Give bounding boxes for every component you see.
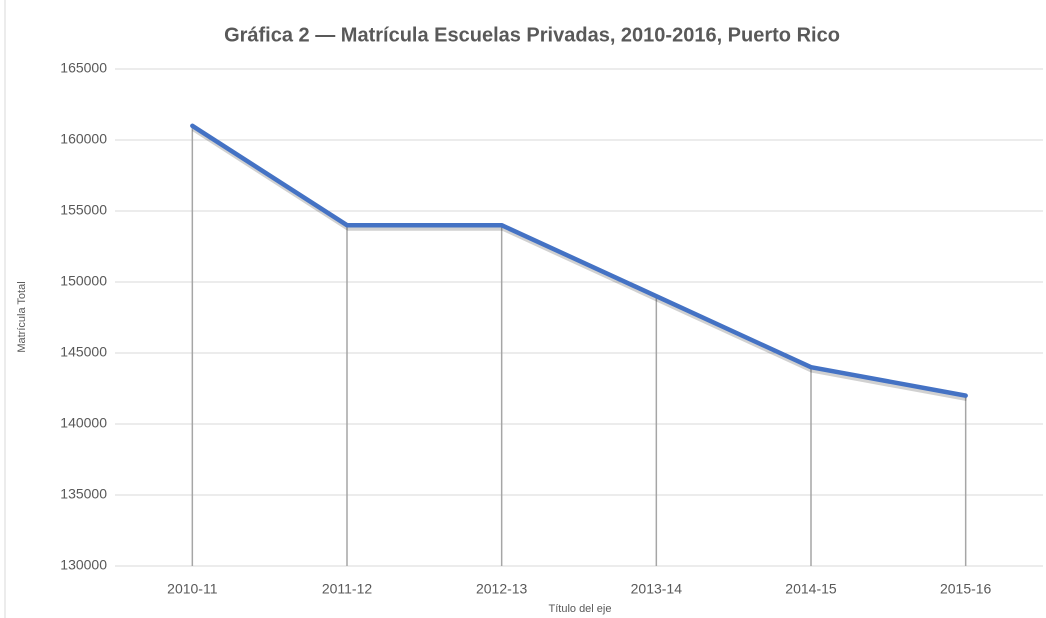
y-tick-label: 155000 xyxy=(60,202,107,218)
x-tick-label: 2011-12 xyxy=(322,581,373,597)
series-line xyxy=(190,123,968,398)
y-tick-label: 145000 xyxy=(60,344,107,360)
y-tick-label: 165000 xyxy=(60,60,107,76)
y-tick-label: 160000 xyxy=(60,131,107,147)
y-tick-label: 150000 xyxy=(60,273,107,289)
x-tick-label: 2014-15 xyxy=(785,581,837,597)
x-tick-label: 2013-14 xyxy=(631,581,683,597)
x-tick-label: 2012-13 xyxy=(476,581,528,597)
x-tick-label: 2010-11 xyxy=(167,581,218,597)
chart-title: Gráfica 2 — Matrícula Escuelas Privadas,… xyxy=(224,24,840,46)
y-axis-label: Matrícula Total xyxy=(16,281,28,352)
line-shadow xyxy=(191,126,968,402)
y-tick-label: 135000 xyxy=(60,486,107,502)
x-axis-label: Título del eje xyxy=(549,603,612,615)
x-tick-label: 2015-16 xyxy=(940,581,992,597)
y-tick-label: 140000 xyxy=(60,415,107,431)
y-tick-label: 130000 xyxy=(60,557,107,573)
